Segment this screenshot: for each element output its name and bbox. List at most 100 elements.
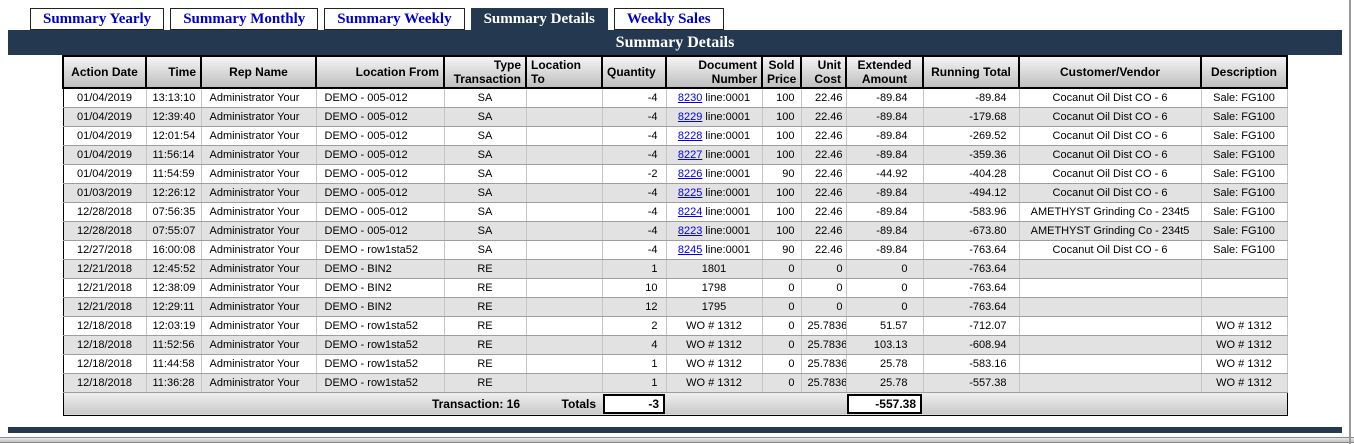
cell-rep-name: Administrator Your: [201, 183, 317, 203]
cell-location-to: [526, 202, 603, 222]
document-number-link[interactable]: 8225: [677, 186, 703, 199]
cell-running-total: -763.64: [923, 278, 1020, 298]
table-row: 12/28/2018 07:56:35 Administrator Your DEMO…: [63, 202, 1288, 222]
cell-customer-vendor: Cocanut Oil Dist CO - 6: [1019, 164, 1202, 184]
cell-unit-cost: 22.46: [801, 88, 847, 108]
tab-summary-weekly[interactable]: Summary Weekly: [324, 8, 465, 30]
table-row: 01/04/2019 11:54:59 Administrator Your DEMO…: [63, 164, 1288, 184]
tab-summary-yearly[interactable]: Summary Yearly: [30, 8, 165, 30]
cell-sold-price: 0: [762, 354, 802, 374]
cell-type-transaction: RE: [444, 259, 527, 279]
cell-customer-vendor: Cocanut Oil Dist CO - 6: [1019, 88, 1202, 108]
cell-description: Sale: FG100: [1201, 107, 1288, 127]
cell-rep-name: Administrator Your: [201, 297, 317, 317]
document-number-link[interactable]: 8224: [677, 205, 703, 218]
cell-document-number: 8245 line:0001: [666, 240, 763, 260]
cell-type-transaction: RE: [444, 316, 527, 336]
cell-running-total: -763.64: [923, 297, 1020, 317]
cell-quantity: 2: [602, 316, 667, 336]
cell-location-to: [526, 183, 603, 203]
table-row: 12/18/2018 11:52:56 Administrator Your DEMO…: [63, 335, 1288, 355]
cell-action-date: 12/18/2018: [63, 354, 147, 374]
cell-type-transaction: RE: [444, 354, 527, 374]
cell-customer-vendor: Cocanut Oil Dist CO - 6: [1019, 126, 1202, 146]
tab-summary-details[interactable]: Summary Details: [470, 8, 608, 32]
cell-location-from: DEMO - 005-012: [316, 145, 445, 165]
cell-quantity: -4: [602, 221, 667, 241]
cell-time: 16:00:08: [146, 240, 202, 260]
cell-document-number: 8229 line:0001: [666, 107, 763, 127]
cell-extended-amount: -89.84: [846, 183, 924, 203]
table-row: 12/21/2018 12:38:09 Administrator Your DEMO…: [63, 278, 1288, 298]
cell-sold-price: 100: [762, 202, 802, 222]
document-number-link[interactable]: 8245: [677, 243, 703, 256]
cell-unit-cost: 22.46: [801, 202, 847, 222]
cell-type-transaction: SA: [444, 107, 527, 127]
cell-location-to: [526, 164, 603, 184]
cell-location-from: DEMO - BIN2: [316, 259, 445, 279]
cell-type-transaction: SA: [444, 202, 527, 222]
cell-sold-price: 0: [762, 259, 802, 279]
window-right-edge: [1349, 0, 1351, 444]
tab-weekly-sales[interactable]: Weekly Sales: [613, 8, 724, 30]
cell-time: 12:39:40: [146, 107, 202, 127]
cell-location-from: DEMO - 005-012: [316, 164, 445, 184]
cell-extended-amount: 51.57: [846, 316, 924, 336]
cell-location-from: DEMO - 005-012: [316, 88, 445, 108]
footer-spacer: [923, 391, 1019, 415]
table-row: 01/04/2019 12:01:54 Administrator Your DEMO…: [63, 126, 1288, 146]
cell-location-from: DEMO - row1sta52: [316, 354, 445, 374]
cell-time: 07:55:07: [146, 221, 202, 241]
document-number-link[interactable]: 8223: [677, 224, 703, 237]
cell-time: 12:38:09: [146, 278, 202, 298]
cell-customer-vendor: [1019, 259, 1202, 279]
cell-document-number: 1801: [666, 259, 763, 279]
cell-extended-amount: 103.13: [846, 335, 924, 355]
cell-extended-amount: 0: [846, 259, 924, 279]
cell-unit-cost: 22.46: [801, 145, 847, 165]
cell-description: WO # 1312: [1201, 354, 1288, 374]
cell-customer-vendor: AMETHYST Grinding Co - 234t5: [1019, 221, 1202, 241]
quantity-total-box: -3: [603, 393, 665, 414]
column-header-document-number: Document Number: [665, 55, 763, 89]
cell-document-number: 8226 line:0001: [666, 164, 763, 184]
table-body: 01/04/2019 13:13:10 Administrator Your DEMO…: [63, 88, 1288, 393]
document-number-link[interactable]: 8228: [677, 129, 703, 142]
cell-time: 12:26:12: [146, 183, 202, 203]
cell-description: Sale: FG100: [1201, 240, 1288, 260]
cell-quantity: -4: [602, 145, 667, 165]
cell-unit-cost: 22.46: [801, 126, 847, 146]
tab-summary-monthly[interactable]: Summary Monthly: [170, 8, 319, 30]
cell-extended-amount: -44.92: [846, 164, 924, 184]
cell-document-number: 1795: [666, 297, 763, 317]
document-number-link[interactable]: 8229: [677, 110, 703, 123]
cell-extended-amount: -89.84: [846, 126, 924, 146]
document-number-link[interactable]: 8226: [677, 167, 703, 180]
cell-customer-vendor: [1019, 373, 1202, 393]
cell-extended-amount: -89.84: [846, 88, 924, 108]
column-header-rep-name: Rep Name: [200, 55, 317, 89]
cell-time: 12:29:11: [146, 297, 202, 317]
cell-location-from: DEMO - 005-012: [316, 126, 445, 146]
document-number-link[interactable]: 8230: [677, 91, 703, 104]
column-header-customer-vendor: Customer/Vendor: [1018, 55, 1202, 89]
cell-document-number: 8223 line:0001: [666, 221, 763, 241]
document-number-link[interactable]: 8227: [677, 148, 703, 161]
cell-type-transaction: SA: [444, 126, 527, 146]
column-header-action-date: Action Date: [62, 55, 147, 89]
cell-unit-cost: 25.7836: [801, 316, 847, 336]
cell-document-number: WO # 1312: [666, 335, 763, 355]
cell-running-total: -608.94: [923, 335, 1020, 355]
column-header-description: Description: [1200, 55, 1288, 89]
table-row: 12/18/2018 12:03:19 Administrator Your DEMO…: [63, 316, 1288, 336]
cell-customer-vendor: [1019, 354, 1202, 374]
cell-running-total: -404.28: [923, 164, 1020, 184]
column-header-sold-price: Sold Price: [761, 55, 802, 89]
cell-rep-name: Administrator Your: [201, 335, 317, 355]
cell-sold-price: 100: [762, 145, 802, 165]
cell-running-total: -359.36: [923, 145, 1020, 165]
cell-location-to: [526, 278, 603, 298]
cell-location-to: [526, 335, 603, 355]
cell-location-from: DEMO - row1sta52: [316, 373, 445, 393]
cell-customer-vendor: Cocanut Oil Dist CO - 6: [1019, 183, 1202, 203]
